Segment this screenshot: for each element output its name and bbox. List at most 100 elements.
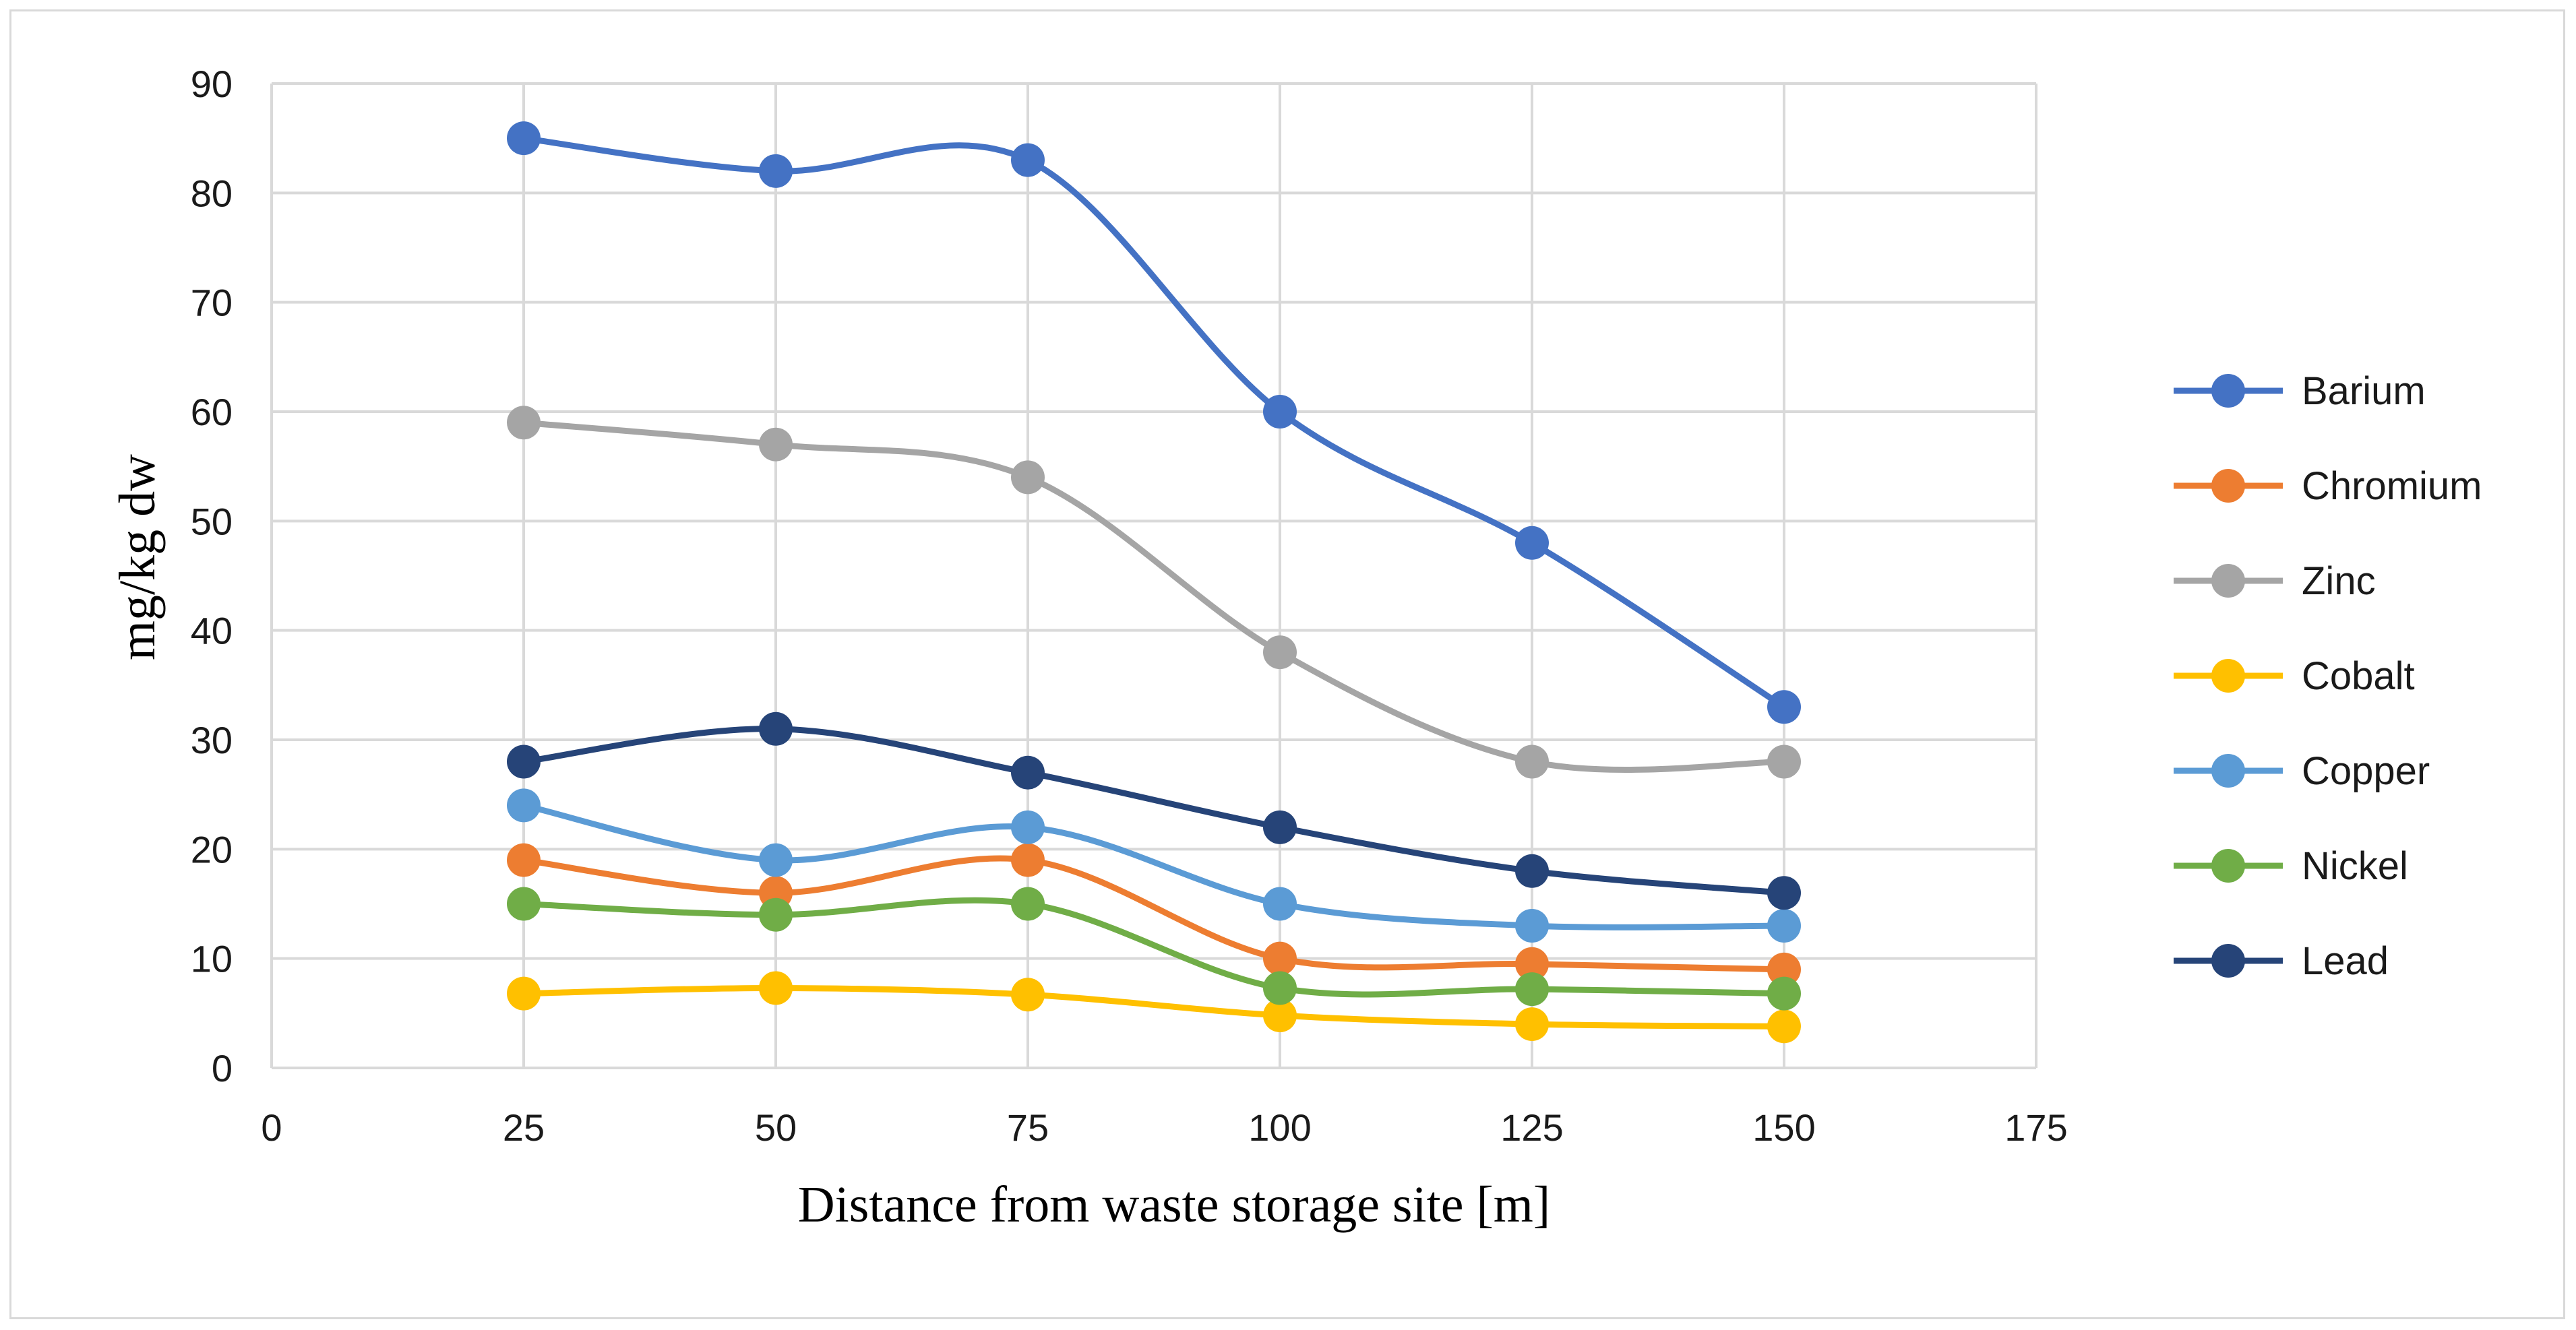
legend-item-copper: Copper — [2174, 749, 2430, 793]
data-point-barium — [1767, 690, 1801, 724]
y-tick-label: 60 — [191, 391, 233, 433]
data-point-cobalt — [1263, 999, 1297, 1033]
y-tick-label: 30 — [191, 719, 233, 761]
x-tick-label: 150 — [1752, 1106, 1815, 1149]
data-point-zinc — [507, 406, 541, 440]
data-point-cobalt — [507, 976, 541, 1011]
x-tick-label: 75 — [1007, 1106, 1049, 1149]
x-tick-label: 50 — [755, 1106, 797, 1149]
legend-item-chromium: Chromium — [2174, 464, 2482, 508]
y-tick-label: 50 — [191, 500, 233, 542]
x-tick-label: 125 — [1500, 1106, 1563, 1149]
data-point-copper — [759, 843, 793, 877]
legend-label: Cobalt — [2302, 654, 2415, 698]
series-line-zinc — [520, 419, 1787, 773]
x-axis-ticks: 0 25 50 75 100 125 150 175 — [261, 1106, 2067, 1149]
y-tick-label: 10 — [191, 938, 233, 980]
legend-item-zinc: Zinc — [2174, 559, 2376, 603]
data-point-zinc — [1263, 635, 1297, 670]
x-tick-label: 100 — [1248, 1106, 1311, 1149]
series-cobalt — [507, 971, 1801, 1044]
data-point-copper — [1263, 887, 1297, 921]
legend-label: Barium — [2302, 369, 2426, 413]
data-point-cobalt — [759, 971, 793, 1005]
data-point-copper — [507, 788, 541, 823]
series-nickel — [507, 887, 1801, 1011]
legend-swatch-marker — [2211, 849, 2245, 883]
legend-label: Copper — [2302, 749, 2430, 793]
legend: Barium Chromium Zinc Cobalt Copper Nickel Lead — [2174, 369, 2482, 983]
y-axis-title: mg/kg dw — [109, 454, 166, 660]
y-tick-label: 20 — [191, 828, 233, 870]
legend-label: Nickel — [2302, 844, 2408, 888]
data-point-zinc — [759, 427, 793, 462]
x-axis-title: Distance from waste storage site [m] — [798, 1176, 1550, 1233]
y-tick-label: 70 — [191, 282, 233, 324]
series-line-nickel — [520, 897, 1787, 998]
data-point-barium — [1011, 143, 1045, 177]
data-point-zinc — [1515, 745, 1549, 779]
data-point-nickel — [1767, 976, 1801, 1011]
data-point-zinc — [1011, 460, 1045, 495]
y-tick-label: 40 — [191, 610, 233, 652]
series-line-cobalt — [520, 984, 1787, 1030]
data-point-nickel — [1011, 887, 1045, 921]
legend-item-lead: Lead — [2174, 939, 2389, 983]
series-lead — [507, 711, 1801, 910]
x-tick-label: 0 — [261, 1106, 282, 1149]
legend-label: Lead — [2302, 939, 2389, 983]
data-point-barium — [759, 154, 793, 188]
legend-swatch-marker — [2211, 469, 2245, 503]
data-point-nickel — [1263, 971, 1297, 1005]
data-point-lead — [1767, 876, 1801, 910]
legend-swatch-marker — [2211, 374, 2245, 408]
data-point-cobalt — [1767, 1009, 1801, 1044]
y-tick-label: 80 — [191, 172, 233, 214]
data-point-nickel — [1515, 972, 1549, 1007]
data-point-lead — [1263, 810, 1297, 844]
legend-label: Chromium — [2302, 464, 2482, 508]
legend-swatch-marker — [2211, 944, 2245, 978]
data-point-chromium — [1515, 947, 1549, 981]
y-axis-ticks: 0 10 20 30 40 50 60 70 80 90 — [191, 63, 233, 1089]
series-line-chromium — [520, 855, 1787, 973]
data-point-cobalt — [1515, 1007, 1549, 1042]
data-point-copper — [1515, 908, 1549, 943]
series-copper — [507, 788, 1801, 943]
legend-label: Zinc — [2302, 559, 2376, 603]
legend-swatch-marker — [2211, 754, 2245, 788]
data-point-lead — [1515, 854, 1549, 888]
data-point-copper — [1767, 908, 1801, 943]
legend-item-barium: Barium — [2174, 369, 2426, 413]
series-zinc — [507, 406, 1801, 779]
series-line-lead — [520, 726, 1787, 896]
legend-swatch-marker — [2211, 659, 2245, 693]
series-barium — [507, 121, 1801, 724]
chart-frame: 0 10 20 30 40 50 60 70 80 90 0 25 50 75 100 125 150 175 … — [9, 9, 2565, 1319]
data-point-barium — [1263, 395, 1297, 429]
x-tick-label: 175 — [2004, 1106, 2067, 1149]
series-line-barium — [520, 135, 1787, 710]
data-point-cobalt — [1011, 978, 1045, 1012]
data-point-lead — [507, 745, 541, 779]
series-lines — [507, 121, 1801, 1044]
data-point-lead — [759, 711, 793, 746]
data-point-chromium — [1263, 941, 1297, 976]
data-point-chromium — [507, 843, 541, 877]
data-point-lead — [1011, 755, 1045, 790]
data-point-nickel — [759, 897, 793, 932]
series-line-copper — [520, 802, 1787, 930]
data-point-chromium — [1767, 952, 1801, 986]
data-point-copper — [1011, 810, 1045, 844]
legend-item-cobalt: Cobalt — [2174, 654, 2415, 698]
legend-item-nickel: Nickel — [2174, 844, 2408, 888]
y-tick-label: 90 — [191, 63, 233, 105]
legend-swatch-marker — [2211, 564, 2245, 598]
data-point-nickel — [507, 887, 541, 921]
data-point-barium — [1515, 526, 1549, 560]
data-point-chromium — [1011, 843, 1045, 877]
y-tick-label: 0 — [212, 1047, 233, 1089]
x-tick-label: 25 — [503, 1106, 545, 1149]
data-point-barium — [507, 121, 541, 156]
